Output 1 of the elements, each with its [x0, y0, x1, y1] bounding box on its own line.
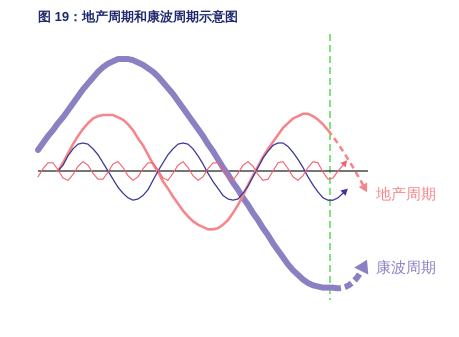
chart-title: 图 19：地产周期和康波周期示意图: [38, 9, 238, 24]
